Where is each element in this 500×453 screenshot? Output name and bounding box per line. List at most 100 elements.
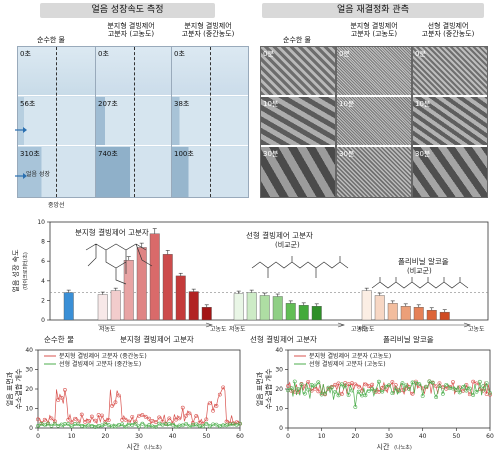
series-point (214, 422, 219, 427)
series-point (461, 385, 465, 390)
series-point (76, 419, 81, 424)
series-point (373, 388, 378, 393)
series-point (214, 404, 219, 408)
time-label: 310초 (20, 150, 40, 158)
x-axis-label: 시간 (377, 442, 390, 451)
series-point (390, 380, 395, 385)
series-point (100, 423, 104, 428)
linear-polymer-label: 선형 결빙제어 고분자 (246, 231, 313, 240)
micrograph-cell: 0분 (261, 47, 335, 96)
x-tick-label: 40 (419, 433, 427, 440)
y-tick-label: 0 (29, 425, 33, 432)
high-conc-label: 고농도 (468, 326, 485, 333)
series-point (194, 422, 199, 427)
recrystallization-column-pure-water: 0분 10분 30분 (260, 46, 336, 198)
series-point (333, 389, 338, 394)
x-tick-label: 20 (102, 433, 110, 440)
time-label: 0분 (339, 50, 350, 58)
series-point (234, 422, 239, 427)
series-line (37, 423, 241, 428)
x-tick-label: 30 (135, 433, 143, 440)
series-point (79, 424, 84, 428)
right-col-label: 순수한 물 (283, 36, 311, 44)
legend-label: 분지형 결빙제어 고분자 (중간농도) (59, 352, 147, 360)
bar (439, 311, 450, 321)
series-point (346, 393, 351, 397)
series-point (316, 389, 321, 394)
series-line (287, 380, 491, 408)
ice-growth-column-branched-mid: 0초 38초 100초 (171, 46, 249, 198)
x-tick-label: 0 (286, 433, 290, 440)
series-point (153, 420, 158, 424)
series-point (73, 416, 77, 421)
legend: 분지형 결빙제어 고분자 (중간농도)선형 결빙제어 고분자 (중간농도) (44, 352, 147, 368)
bar (387, 303, 398, 321)
low-conc-label: 저농도 (99, 326, 116, 333)
bar (426, 309, 437, 321)
series-point (410, 380, 415, 385)
series-point (147, 416, 152, 421)
series-point (69, 420, 74, 425)
series-point (360, 388, 364, 393)
series-point (350, 381, 354, 386)
y-tick-label: 4 (41, 278, 45, 285)
series-point (440, 392, 445, 396)
series-point (56, 423, 61, 428)
series-point (153, 425, 158, 429)
series-point (106, 418, 111, 423)
series-point (302, 391, 307, 396)
x-tick-label: 10 (318, 433, 326, 440)
y-tick-label: 40 (275, 347, 283, 354)
legend: 분지형 결빙제어 고분자 (고농도)선형 결빙제어 고분자 (고농도) (294, 352, 391, 368)
recrystallization-column-branched-high: 0분 10분 30분 (336, 46, 412, 198)
series-point (106, 423, 111, 427)
x-tick-label: 0 (36, 433, 40, 440)
time-label: 10분 (263, 100, 279, 108)
right-panel-title: 얼음 재결정화 관측 (262, 3, 484, 18)
series-point (329, 385, 334, 390)
series-point (211, 408, 215, 413)
series-point (292, 379, 297, 384)
series-point (380, 389, 385, 394)
series-point (484, 392, 489, 396)
series-point (366, 388, 371, 393)
recrystallization-column-linear-mid: 0분 10분 30분 (412, 46, 488, 198)
series-point (113, 400, 118, 405)
bar (201, 307, 212, 321)
series-point (289, 386, 294, 391)
series-point (113, 424, 118, 429)
series-point (194, 414, 199, 418)
series-point (201, 424, 205, 429)
y-tick-label: 8 (41, 239, 45, 246)
series-point (184, 413, 189, 418)
series-point (393, 386, 398, 391)
x-tick-label: 40 (169, 433, 177, 440)
bar (298, 305, 309, 321)
series-point (130, 423, 135, 427)
series-point (383, 384, 388, 389)
y-tick-label: 0 (41, 317, 45, 324)
right-col-label: 선형 결빙제어 고분자 (중간농도) (421, 22, 475, 38)
series-point (93, 418, 98, 423)
hydrogen-bond-chart-mid: 0 10 20 30 40 50 60 0 10 20 30 40 시간 (나노초) 얼음 표면과 수소결합 … (5, 347, 244, 451)
series-point (356, 389, 361, 394)
bar (361, 290, 372, 321)
series-point (137, 424, 141, 429)
series-point (130, 414, 135, 419)
bar (413, 307, 424, 321)
x-label-pure-water: 순수한 물 (44, 335, 74, 344)
micrograph-cell: 310초 얼음 성장 (18, 147, 96, 197)
x-axis-label: 시간 (127, 442, 140, 451)
series-point (221, 385, 226, 390)
series-point (143, 414, 148, 419)
series-point (49, 416, 54, 421)
series-point (403, 383, 408, 388)
time-label: 30분 (263, 150, 279, 158)
series-point (370, 387, 375, 391)
series-point (336, 381, 341, 386)
series-point (39, 421, 44, 426)
bar (162, 254, 173, 321)
series-point (231, 421, 236, 426)
time-label: 0초 (174, 50, 185, 58)
series-point (400, 381, 405, 386)
